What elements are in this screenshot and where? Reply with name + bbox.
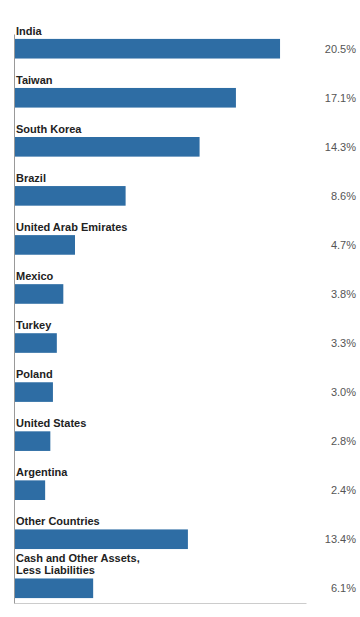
- value-label: 14.3%: [325, 141, 356, 153]
- category-label: Turkey: [16, 319, 52, 331]
- value-label: 3.8%: [331, 288, 356, 300]
- y-axis: [14, 35, 15, 604]
- bar: [14, 578, 93, 598]
- x-axis: [15, 603, 307, 604]
- value-label: 3.3%: [331, 337, 356, 349]
- category-labels: India Taiwan South Korea Brazil United Arab …: [16, 25, 140, 577]
- value-label: 8.6%: [331, 190, 356, 202]
- category-label: Mexico: [16, 270, 54, 282]
- bars: [14, 39, 280, 598]
- bar: [14, 88, 236, 108]
- bar: [14, 39, 280, 59]
- bar: [14, 137, 200, 157]
- value-label: 2.4%: [331, 484, 356, 496]
- bar: [14, 529, 188, 549]
- x-axis-line: [15, 603, 307, 604]
- category-label: Taiwan: [16, 74, 53, 86]
- category-label: Other Countries: [16, 515, 100, 527]
- category-label: Argentina: [16, 466, 68, 478]
- bar: [14, 382, 53, 402]
- value-label: 4.7%: [331, 239, 356, 251]
- bar: [14, 480, 45, 500]
- left-border: [14, 35, 15, 604]
- category-label: South Korea: [16, 123, 82, 135]
- category-label: Poland: [16, 368, 53, 380]
- chart: India Taiwan South Korea Brazil United Arab …: [0, 0, 360, 617]
- bar: [14, 284, 63, 304]
- category-label: United Arab Emirates: [16, 221, 127, 233]
- value-labels: 20.5% 17.1% 14.3% 8.6% 4.7% 3.8% 3.3% 3.0% 2.8% 2…: [325, 43, 356, 595]
- value-label: 17.1%: [325, 92, 356, 104]
- category-label: Cash and Other Assets,Less Liabilities: [16, 552, 140, 576]
- bar: [14, 235, 75, 255]
- value-label: 2.8%: [331, 435, 356, 447]
- value-label: 3.0%: [331, 386, 356, 398]
- plot: India Taiwan South Korea Brazil United Arab …: [14, 25, 356, 604]
- category-label: India: [16, 25, 43, 37]
- bar: [14, 431, 50, 451]
- value-label: 6.1%: [331, 582, 356, 594]
- category-label: United States: [16, 417, 86, 429]
- value-label: 20.5%: [325, 43, 356, 55]
- category-label: Brazil: [16, 172, 46, 184]
- bar: [14, 186, 126, 206]
- value-label: 13.4%: [325, 533, 356, 545]
- bar: [14, 333, 57, 353]
